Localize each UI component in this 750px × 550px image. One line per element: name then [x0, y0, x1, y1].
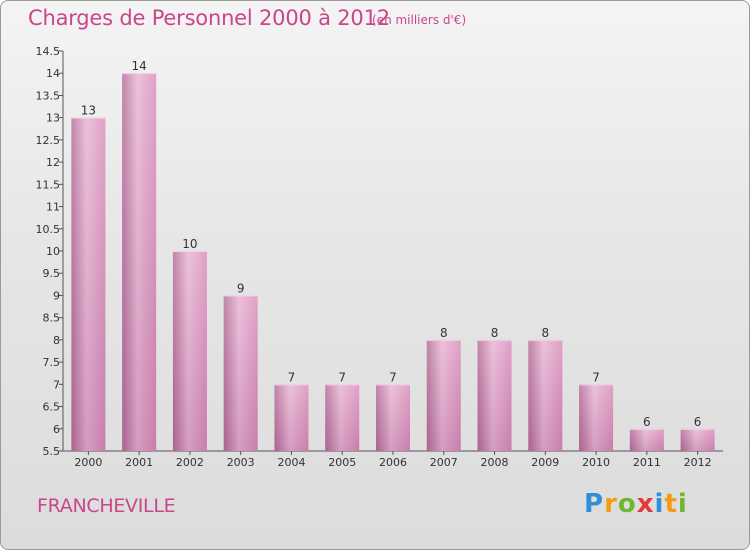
- data-label: 7: [592, 370, 600, 384]
- data-label: 6: [643, 415, 651, 429]
- logo-letter: r: [604, 489, 618, 519]
- y-tick-label: 14: [46, 67, 60, 80]
- axes: 5.5 6 6.5 7 7.5 8 8.5 9 9.5 10 10.5 11 11.5 12 12.5 13 1…: [36, 45, 723, 458]
- city-name: FRANCHEVILLE: [37, 495, 176, 517]
- y-tick-label: 7.5: [43, 356, 61, 369]
- bar-shade: [376, 384, 410, 451]
- y-tick-label: 5.5: [43, 445, 61, 458]
- data-label: 7: [338, 370, 346, 384]
- data-label: 14: [132, 59, 147, 73]
- x-tick-label: 2008: [481, 456, 509, 469]
- bar-shade: [629, 428, 664, 451]
- data-label: 10: [182, 237, 197, 251]
- y-tick-label: 6: [53, 423, 60, 436]
- x-tick-label: 2002: [176, 456, 204, 469]
- logo-letter: i: [677, 489, 688, 519]
- y-tick-label: 10: [46, 245, 60, 258]
- bars: [71, 73, 715, 452]
- x-tick-label: 2006: [379, 456, 407, 469]
- y-tick-label: 13: [46, 112, 60, 125]
- y-tick-label: 8: [53, 334, 60, 347]
- logo-letter: P: [584, 489, 605, 519]
- bar-shade: [680, 428, 715, 451]
- data-label: 9: [237, 281, 245, 295]
- logo-letter: x: [636, 489, 655, 519]
- proxiti-logo[interactable]: Proxiti: [584, 489, 688, 519]
- x-tick-label: 2007: [430, 456, 458, 469]
- x-tick-label: 2004: [277, 456, 305, 469]
- logo-letter: o: [617, 489, 637, 519]
- x-tick-label: 2011: [633, 456, 661, 469]
- y-tick-label: 11.5: [36, 178, 61, 191]
- x-tick-label: 2000: [74, 456, 102, 469]
- y-tick-label: 12: [46, 156, 60, 169]
- bar-shade: [274, 384, 309, 451]
- y-tick-label: 6.5: [43, 401, 61, 414]
- y-tick-label: 12.5: [36, 134, 61, 147]
- x-tick-label: 2003: [227, 456, 255, 469]
- data-label: 8: [541, 326, 549, 340]
- bar-shade: [122, 73, 157, 451]
- x-tick-label: 2009: [531, 456, 559, 469]
- x-tick-label: 2001: [125, 456, 153, 469]
- y-tick-label: 9.5: [43, 267, 61, 280]
- x-tick-label: 2010: [582, 456, 610, 469]
- y-tick-label: 8.5: [43, 312, 61, 325]
- data-label: 8: [440, 326, 448, 340]
- data-label: 7: [288, 370, 296, 384]
- bar-shade: [579, 384, 614, 451]
- y-tick-label: 11: [46, 201, 60, 214]
- logo-letter: t: [664, 489, 678, 519]
- bar-shade: [325, 384, 360, 451]
- data-label: 13: [81, 104, 96, 118]
- bar-shade: [172, 251, 207, 451]
- y-tick-label: 9: [53, 289, 60, 302]
- bar-shade: [477, 339, 512, 451]
- y-tick-label: 10.5: [36, 223, 61, 236]
- y-tick-label: 13.5: [36, 89, 61, 102]
- data-label: 7: [389, 370, 397, 384]
- data-label: 6: [694, 415, 702, 429]
- logo-letter: i: [654, 489, 665, 519]
- data-label: 8: [491, 326, 499, 340]
- y-tick-label: 7: [53, 378, 60, 391]
- y-tick-label: 14.5: [36, 45, 61, 58]
- bar-shade: [71, 117, 106, 452]
- bar-shade: [426, 339, 461, 451]
- x-tick-label: 2005: [328, 456, 356, 469]
- bar-shade: [528, 339, 563, 451]
- chart-title: Charges de Personnel 2000 à 2012: [28, 6, 390, 30]
- x-tick-label: 2012: [684, 456, 712, 469]
- chart-unit: (en milliers d'€): [372, 13, 467, 27]
- bar-shade: [223, 295, 258, 451]
- labels: 2000 13 2001 14 2002 10 2003 9 2004 7 2005 7 2006 7 20…: [74, 59, 711, 469]
